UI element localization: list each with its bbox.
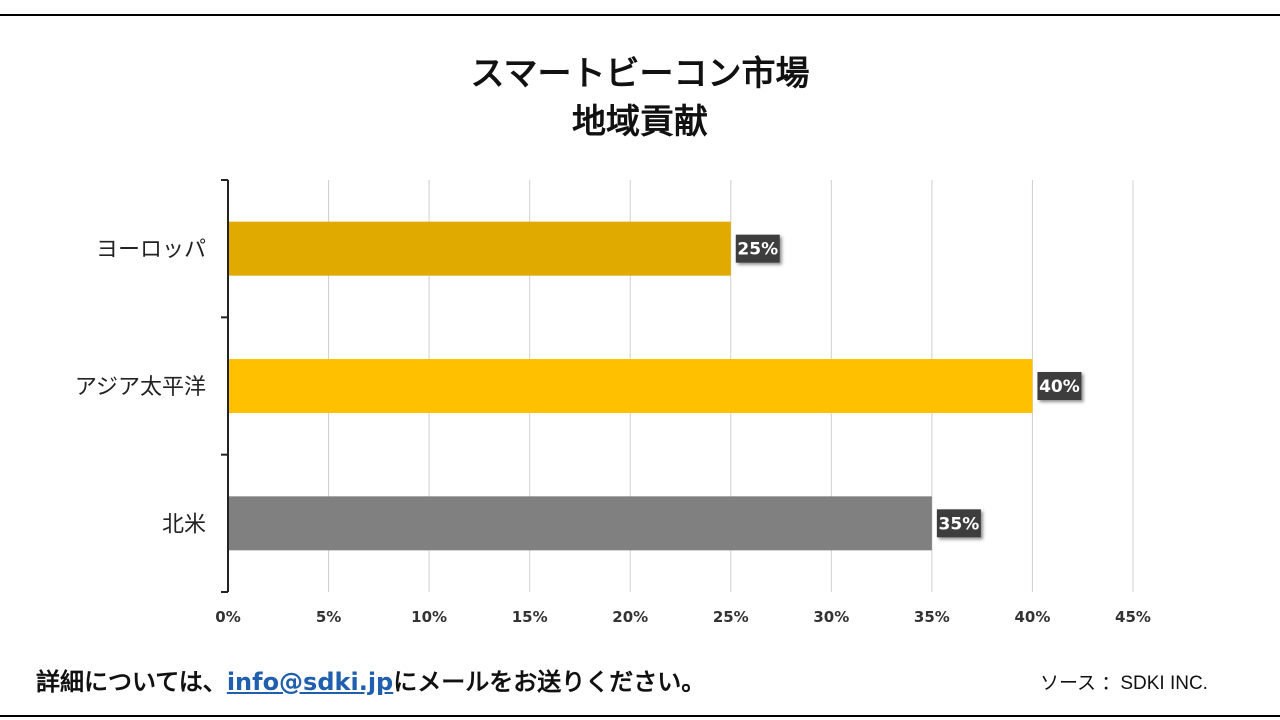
x-tick-label: 30% [813, 608, 849, 626]
contact-suffix: にメールをお送りください。 [393, 668, 706, 696]
category-label: ヨーロッパ [96, 238, 206, 263]
data-label: 40% [1039, 377, 1080, 397]
x-tick-label: 5% [316, 608, 341, 626]
bar-1 [229, 359, 1033, 413]
contact-prefix: 詳細については、 [36, 668, 227, 696]
x-tick-label: 25% [713, 608, 749, 626]
x-tick-label: 35% [914, 608, 950, 626]
x-tick-label: 0% [215, 608, 240, 626]
x-tick-label: 40% [1014, 608, 1050, 626]
category-label: アジア太平洋 [75, 375, 206, 400]
data-label: 25% [737, 240, 778, 260]
x-tick-label: 10% [411, 608, 447, 626]
x-tick-label: 45% [1115, 608, 1151, 626]
top-rule [0, 14, 1280, 16]
data-label-box [936, 509, 981, 538]
bar-0 [229, 221, 731, 276]
bottom-rule [0, 715, 1280, 717]
x-tick-label: 15% [512, 608, 548, 626]
x-tick-label: 20% [612, 608, 648, 626]
data-label-box [735, 234, 780, 263]
contact-note: 詳細については、info@sdki.jpにメールをお送りください。 [36, 662, 705, 697]
source-note: ソース ：SDKI INC. [1040, 673, 1208, 694]
bar-2 [229, 496, 932, 551]
chart-title: スマートビーコン市場 [470, 54, 810, 94]
data-label: 35% [939, 514, 980, 534]
category-label: 北米 [162, 512, 206, 537]
contact-email-link[interactable]: info@sdki.jp [226, 668, 394, 696]
data-label-box [1037, 372, 1082, 400]
chart-subtitle: 地域貢献 [572, 102, 708, 142]
